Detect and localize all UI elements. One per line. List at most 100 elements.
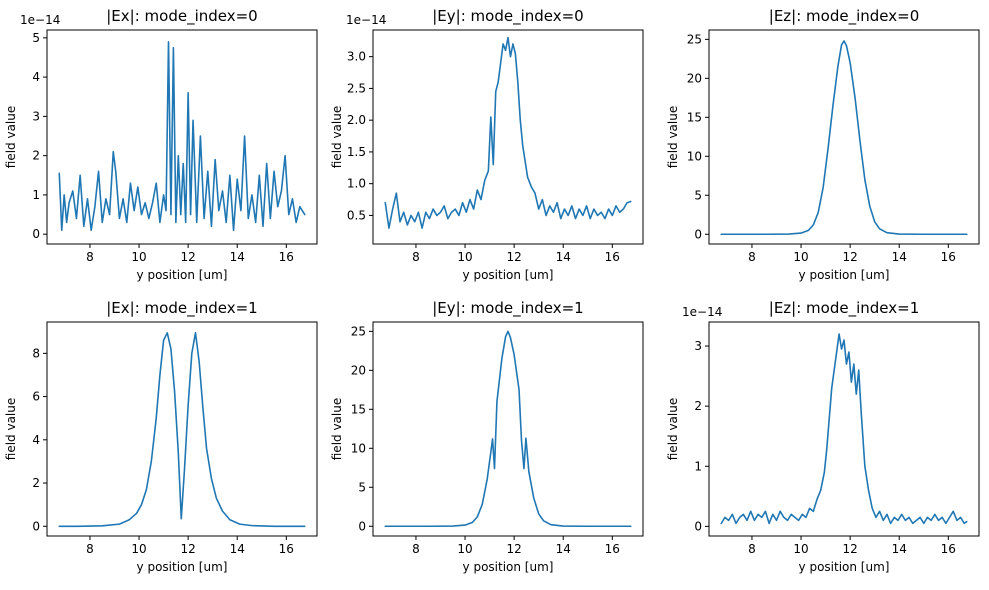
y-tick-label: 2 xyxy=(32,149,40,163)
x-tick-label: 16 xyxy=(941,250,956,264)
x-tick-label: 12 xyxy=(506,250,521,264)
series-line xyxy=(384,330,632,528)
axes-frame xyxy=(372,321,644,537)
y-tick-label: 2 xyxy=(694,399,702,413)
chart-title: |Ez|: mode_index=0 xyxy=(769,7,919,26)
chart-title: |Ex|: mode_index=0 xyxy=(106,7,257,26)
y-tick-label: 2.5 xyxy=(347,81,366,95)
x-axis-label: y position [um] xyxy=(799,560,890,574)
series-line xyxy=(384,36,632,229)
y-tick-label: 10 xyxy=(687,149,702,163)
x-tick-label: 10 xyxy=(793,542,808,556)
x-axis-label: y position [um] xyxy=(463,268,554,282)
axis-offset-label: 1e−14 xyxy=(346,13,386,27)
y-tick-label: 6 xyxy=(32,390,40,404)
x-tick-label: 8 xyxy=(412,542,420,556)
x-tick-label: 14 xyxy=(230,542,245,556)
y-tick-label: 3 xyxy=(694,339,702,353)
axes-frame xyxy=(46,321,318,537)
subplot-5: 8 10 12 14 16 0 5 10 15 20 25 |Ey|: mode_index=1y p… xyxy=(330,299,644,574)
y-tick-label: 2 xyxy=(32,476,40,490)
y-axis-label: field value xyxy=(330,106,344,168)
x-tick-label: 12 xyxy=(506,542,521,556)
axes-frame xyxy=(708,321,980,537)
y-tick-label: 1.5 xyxy=(347,145,366,159)
x-tick-label: 8 xyxy=(412,250,420,264)
axes-frame xyxy=(372,29,644,245)
series-line xyxy=(720,40,968,236)
x-tick-label: 14 xyxy=(230,250,245,264)
axes-frame xyxy=(46,29,318,245)
series-line xyxy=(720,333,968,525)
chart-title: |Ex|: mode_index=1 xyxy=(106,299,257,318)
x-tick-label: 10 xyxy=(457,542,472,556)
axis-offset-label: 1e−14 xyxy=(682,305,722,319)
chart-title: |Ey|: mode_index=1 xyxy=(432,299,583,318)
y-axis-label: field value xyxy=(330,398,344,460)
x-tick-label: 10 xyxy=(793,250,808,264)
x-tick-label: 12 xyxy=(842,250,857,264)
y-axis-label: field value xyxy=(666,106,680,168)
y-tick-label: 3.0 xyxy=(347,50,366,64)
y-tick-label: 25 xyxy=(351,324,366,338)
x-tick-label: 12 xyxy=(842,542,857,556)
y-tick-label: 25 xyxy=(687,32,702,46)
x-tick-label: 16 xyxy=(605,250,620,264)
y-tick-label: 20 xyxy=(687,71,702,85)
y-tick-label: 0.5 xyxy=(347,208,366,222)
y-tick-label: 0 xyxy=(694,519,702,533)
x-tick-label: 10 xyxy=(131,250,146,264)
y-tick-label: 1 xyxy=(32,188,40,202)
y-tick-label: 4 xyxy=(32,433,40,447)
x-axis-label: y position [um] xyxy=(463,560,554,574)
y-axis-label: field value xyxy=(666,398,680,460)
x-axis-label: y position [um] xyxy=(137,268,228,282)
axis-offset-label: 1e−14 xyxy=(20,13,60,27)
x-tick-label: 14 xyxy=(892,542,907,556)
y-tick-label: 0 xyxy=(32,519,40,533)
y-tick-label: 5 xyxy=(32,31,40,45)
x-tick-label: 8 xyxy=(86,542,94,556)
y-tick-label: 0 xyxy=(32,227,40,241)
y-axis-label: field value xyxy=(4,106,18,168)
chart-title: |Ey|: mode_index=0 xyxy=(432,7,583,26)
series-line xyxy=(58,332,306,528)
x-tick-label: 8 xyxy=(748,250,756,264)
subplot-4: 8 10 12 14 16 0 2 4 6 8 |Ex|: mode_index=1y positi… xyxy=(4,299,318,574)
y-tick-label: 1 xyxy=(694,459,702,473)
y-tick-label: 15 xyxy=(351,402,366,416)
subplot-3: 8 10 12 14 16 0 5 10 15 20 25 |Ez|: mode_index=0y p… xyxy=(666,7,980,282)
x-axis-label: y position [um] xyxy=(799,268,890,282)
y-tick-label: 5 xyxy=(694,188,702,202)
x-tick-label: 16 xyxy=(941,542,956,556)
x-tick-label: 14 xyxy=(892,250,907,264)
y-tick-label: 8 xyxy=(32,346,40,360)
axes-frame xyxy=(708,29,980,245)
x-tick-label: 14 xyxy=(556,542,571,556)
x-tick-label: 16 xyxy=(605,542,620,556)
x-axis-label: y position [um] xyxy=(137,560,228,574)
x-tick-label: 16 xyxy=(279,542,294,556)
x-tick-label: 12 xyxy=(180,250,195,264)
x-tick-label: 10 xyxy=(131,542,146,556)
subplot-2: 8 10 12 14 16 0.5 1.0 1.5 2.0 2.5 3.0 |Ey|: mode_in… xyxy=(330,7,644,282)
y-tick-label: 15 xyxy=(687,110,702,124)
y-tick-label: 0 xyxy=(358,519,366,533)
y-tick-label: 0 xyxy=(694,227,702,241)
x-tick-label: 14 xyxy=(556,250,571,264)
y-tick-label: 10 xyxy=(351,441,366,455)
y-tick-label: 1.0 xyxy=(347,177,366,191)
x-tick-label: 16 xyxy=(279,250,294,264)
x-tick-label: 12 xyxy=(180,542,195,556)
chart-title: |Ez|: mode_index=1 xyxy=(769,299,919,318)
y-tick-label: 5 xyxy=(358,480,366,494)
x-tick-label: 10 xyxy=(457,250,472,264)
y-tick-label: 4 xyxy=(32,70,40,84)
x-tick-label: 8 xyxy=(86,250,94,264)
y-axis-label: field value xyxy=(4,398,18,460)
y-tick-label: 2.0 xyxy=(347,113,366,127)
